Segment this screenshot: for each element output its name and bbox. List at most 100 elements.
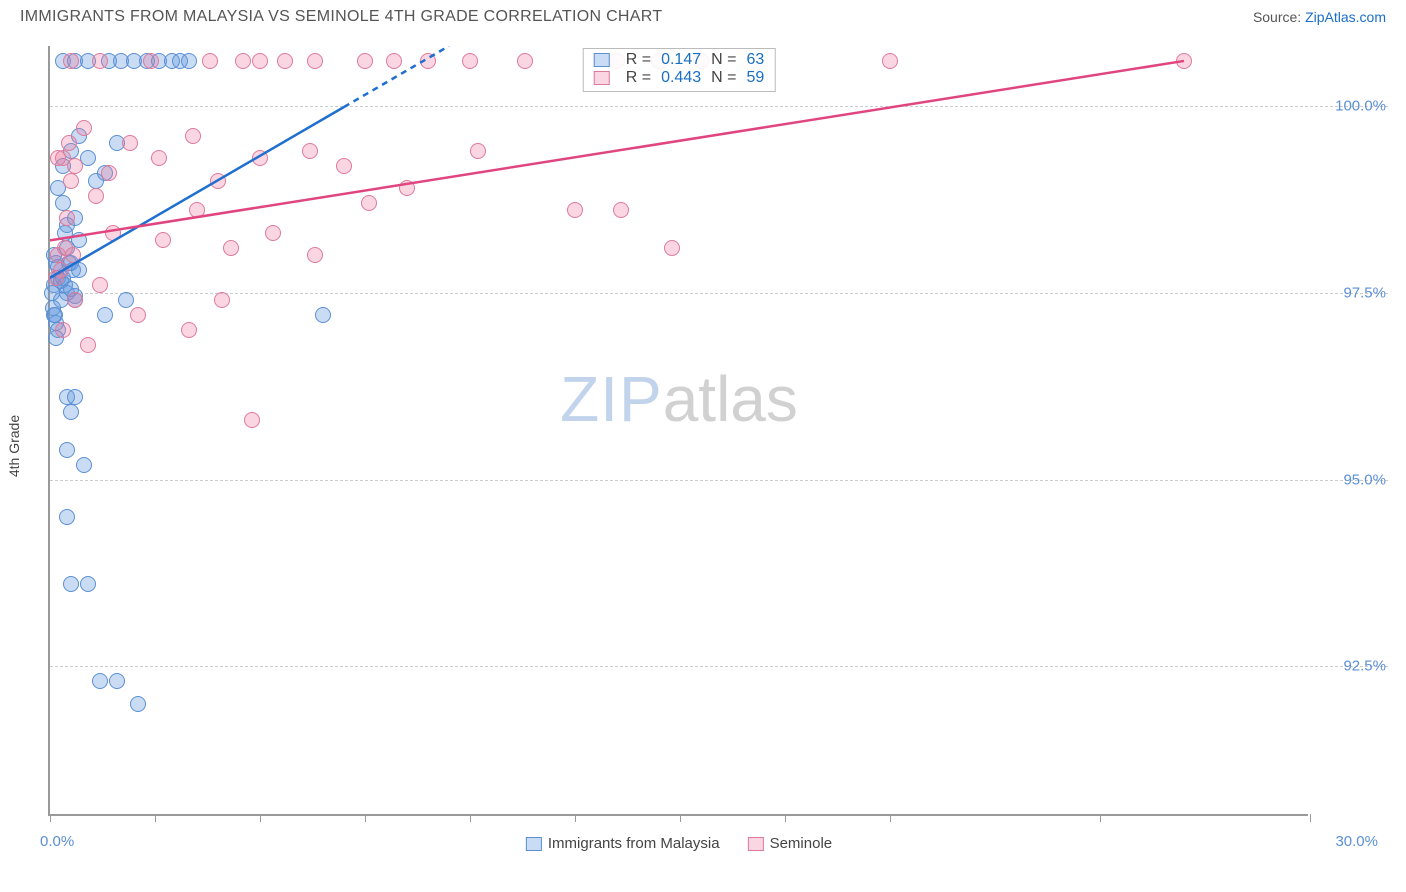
data-point-malaysia [63, 404, 79, 420]
legend-label-malaysia: Immigrants from Malaysia [548, 835, 720, 852]
data-point-seminole [185, 128, 201, 144]
data-point-malaysia [47, 307, 63, 323]
stats-R-seminole: 0.443 [661, 69, 701, 87]
data-point-seminole [63, 53, 79, 69]
legend: Immigrants from Malaysia Seminole [526, 835, 832, 852]
y-axis-label: 4th Grade [6, 415, 22, 477]
x-axis-max-label: 30.0% [1335, 833, 1378, 850]
x-tick [155, 814, 156, 822]
data-point-malaysia [71, 262, 87, 278]
data-point-malaysia [71, 232, 87, 248]
data-point-seminole [567, 202, 583, 218]
watermark-atlas: atlas [663, 363, 798, 435]
data-point-seminole [214, 292, 230, 308]
data-point-malaysia [67, 389, 83, 405]
data-point-seminole [122, 135, 138, 151]
data-point-malaysia [76, 457, 92, 473]
data-point-malaysia [109, 673, 125, 689]
stats-N-label: N = [711, 69, 736, 87]
x-tick [575, 814, 576, 822]
x-tick [890, 814, 891, 822]
source-link[interactable]: ZipAtlas.com [1305, 9, 1386, 25]
data-point-seminole [265, 225, 281, 241]
data-point-malaysia [59, 509, 75, 525]
data-point-seminole [181, 322, 197, 338]
stats-row-malaysia: R = 0.147 N = 63 [594, 51, 765, 69]
x-tick [1100, 814, 1101, 822]
data-point-malaysia [63, 576, 79, 592]
x-tick [260, 814, 261, 822]
stats-N-label: N = [711, 51, 736, 69]
data-point-seminole [277, 53, 293, 69]
data-point-malaysia [57, 225, 73, 241]
data-point-seminole [357, 53, 373, 69]
data-point-seminole [151, 150, 167, 166]
data-point-seminole [59, 210, 75, 226]
x-axis-min-label: 0.0% [40, 833, 74, 850]
data-point-malaysia [59, 442, 75, 458]
swatch-malaysia-icon [594, 53, 610, 67]
plot-wrap: ZIPatlas R = 0.147 N = 63 R = 0.443 N = … [48, 46, 1386, 816]
data-point-seminole [336, 158, 352, 174]
data-point-seminole [613, 202, 629, 218]
data-point-seminole [386, 53, 402, 69]
data-point-seminole [223, 240, 239, 256]
chart-title: IMMIGRANTS FROM MALAYSIA VS SEMINOLE 4TH… [20, 8, 662, 26]
legend-item-seminole: Seminole [748, 835, 833, 852]
data-point-seminole [143, 53, 159, 69]
stats-R-label: R = [626, 69, 651, 87]
data-point-seminole [65, 247, 81, 263]
x-tick [785, 814, 786, 822]
data-point-seminole [88, 188, 104, 204]
data-point-seminole [235, 53, 251, 69]
x-tick [680, 814, 681, 822]
data-point-seminole [101, 165, 117, 181]
gridline [50, 666, 1388, 667]
y-tick-label: 92.5% [1316, 658, 1386, 675]
data-point-seminole [462, 53, 478, 69]
data-point-seminole [361, 195, 377, 211]
legend-swatch-seminole-icon [748, 837, 764, 851]
data-point-seminole [664, 240, 680, 256]
y-tick-label: 100.0% [1316, 97, 1386, 114]
y-tick-label: 95.0% [1316, 471, 1386, 488]
data-point-seminole [189, 202, 205, 218]
stats-row-seminole: R = 0.443 N = 59 [594, 69, 765, 87]
data-point-seminole [80, 337, 96, 353]
data-point-seminole [302, 143, 318, 159]
data-point-seminole [252, 53, 268, 69]
plot-area: ZIPatlas R = 0.147 N = 63 R = 0.443 N = … [48, 46, 1308, 816]
data-point-seminole [470, 143, 486, 159]
data-point-seminole [63, 173, 79, 189]
data-point-seminole [50, 247, 66, 263]
data-point-seminole [61, 135, 77, 151]
x-tick [470, 814, 471, 822]
data-point-seminole [1176, 53, 1192, 69]
data-point-seminole [155, 232, 171, 248]
chart-header: IMMIGRANTS FROM MALAYSIA VS SEMINOLE 4TH… [0, 0, 1406, 30]
data-point-seminole [202, 53, 218, 69]
swatch-seminole-icon [594, 71, 610, 85]
data-point-seminole [307, 247, 323, 263]
data-point-malaysia [118, 292, 134, 308]
legend-item-malaysia: Immigrants from Malaysia [526, 835, 720, 852]
gridline [50, 293, 1388, 294]
source-attribution: Source: ZipAtlas.com [1253, 9, 1386, 25]
data-point-seminole [244, 412, 260, 428]
stats-box: R = 0.147 N = 63 R = 0.443 N = 59 [583, 48, 776, 92]
data-point-malaysia [181, 53, 197, 69]
data-point-malaysia [97, 307, 113, 323]
data-point-seminole [210, 173, 226, 189]
data-point-seminole [48, 270, 64, 286]
x-tick [1310, 814, 1311, 822]
data-point-seminole [105, 225, 121, 241]
stats-N-seminole: 59 [746, 69, 764, 87]
data-point-malaysia [55, 195, 71, 211]
gridline [50, 106, 1388, 107]
stats-R-label: R = [626, 51, 651, 69]
data-point-seminole [307, 53, 323, 69]
data-point-malaysia [53, 292, 69, 308]
watermark-zip: ZIP [560, 363, 663, 435]
y-tick-label: 97.5% [1316, 284, 1386, 301]
legend-label-seminole: Seminole [770, 835, 833, 852]
